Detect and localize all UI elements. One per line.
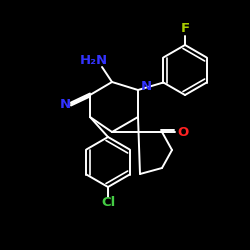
Text: H₂N: H₂N	[80, 54, 108, 68]
Text: N: N	[60, 98, 70, 112]
Text: Cl: Cl	[101, 196, 115, 209]
Text: F: F	[180, 22, 190, 36]
Text: O: O	[178, 126, 189, 138]
Text: N: N	[140, 80, 151, 94]
